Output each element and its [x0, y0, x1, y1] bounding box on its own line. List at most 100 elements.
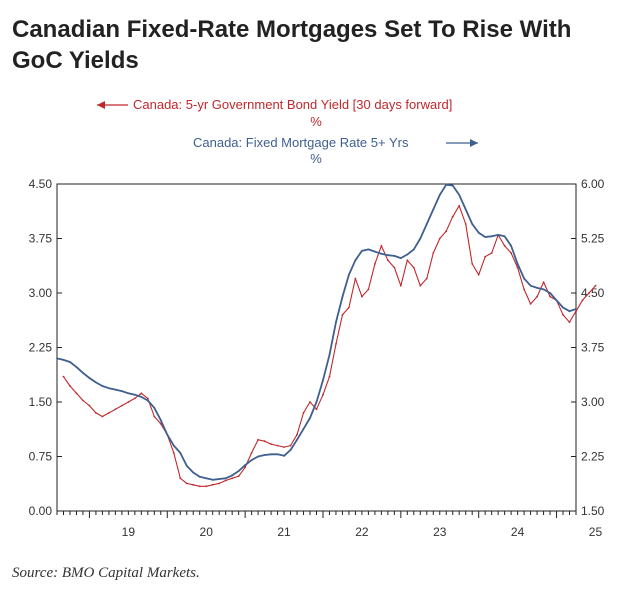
y-left-tick-label: 3.75 [29, 232, 53, 246]
data-point-mortgage-rate [276, 453, 279, 456]
data-point-mortgage-rate [231, 474, 234, 477]
data-point-mortgage-rate [464, 208, 467, 211]
legend-arrowhead-left [97, 101, 105, 109]
data-point-mortgage-rate [341, 295, 344, 298]
y-axis-right: 6.00 5.25 4.50 3.75 3.00 2.25 1.50 [571, 177, 605, 518]
data-point-mortgage-rate [361, 250, 363, 252]
data-point-mortgage-rate [211, 478, 214, 481]
data-point-mortgage-rate [412, 248, 415, 251]
data-point-bond-yield [425, 277, 428, 280]
data-point-mortgage-rate [425, 223, 428, 225]
data-point-mortgage-rate [477, 231, 480, 234]
data-point-mortgage-rate [69, 361, 71, 363]
data-point-bond-yield [211, 483, 214, 486]
data-point-bond-yield [464, 223, 467, 225]
data-point-bond-yield [445, 230, 448, 233]
data-point-mortgage-rate [140, 396, 143, 398]
x-tick-label: 22 [355, 525, 369, 539]
data-point-mortgage-rate [75, 366, 78, 368]
source-note: Source: BMO Capital Markets. [12, 565, 200, 581]
data-point-mortgage-rate [374, 250, 376, 253]
data-point-bond-yield [153, 415, 156, 418]
data-point-bond-yield [224, 479, 227, 482]
data-point-mortgage-rate [445, 183, 448, 186]
legend-unit-mortgage-rate: % [310, 151, 322, 166]
series-layer [56, 183, 597, 488]
data-point-mortgage-rate [153, 406, 156, 409]
data-point-bond-yield [88, 404, 91, 407]
data-point-mortgage-rate [315, 401, 318, 403]
data-point-mortgage-rate [166, 433, 169, 436]
data-point-bond-yield [594, 284, 597, 287]
data-point-mortgage-rate [146, 399, 149, 402]
data-point-bond-yield [490, 252, 493, 254]
data-point-bond-yield [399, 284, 402, 287]
y-right-tick-label: 2.25 [581, 450, 605, 464]
data-point-mortgage-rate [172, 444, 175, 447]
data-point-bond-yield [412, 266, 415, 269]
data-point-mortgage-rate [335, 321, 337, 323]
data-point-mortgage-rate [88, 377, 91, 379]
data-point-bond-yield [82, 399, 84, 402]
data-point-bond-yield [477, 273, 480, 276]
data-point-bond-yield [205, 485, 208, 488]
data-point-mortgage-rate [179, 452, 182, 454]
data-point-bond-yield [406, 259, 409, 262]
legend-label-bond-yield: Canada: 5-yr Government Bond Yield [30 d… [133, 97, 452, 112]
x-axis: 19 20 21 22 23 24 25 [56, 511, 602, 539]
data-point-mortgage-rate [393, 255, 396, 257]
data-point-mortgage-rate [302, 428, 305, 430]
data-point-mortgage-rate [490, 235, 493, 238]
data-point-mortgage-rate [484, 236, 487, 238]
y-left-tick-label: 0.00 [29, 504, 53, 518]
data-point-mortgage-rate [283, 454, 285, 457]
y-left-tick-label: 4.50 [29, 177, 53, 191]
data-point-mortgage-rate [309, 417, 311, 419]
data-point-bond-yield [179, 477, 182, 480]
data-point-bond-yield [387, 259, 389, 262]
data-point-bond-yield [510, 252, 512, 254]
legend: Canada: 5-yr Government Bond Yield [30 d… [97, 97, 478, 166]
data-point-bond-yield [529, 303, 532, 305]
y-right-tick-label: 3.75 [581, 341, 605, 355]
data-point-bond-yield [322, 393, 324, 396]
data-point-bond-yield [575, 310, 577, 313]
data-point-mortgage-rate [257, 455, 259, 458]
data-point-mortgage-rate [250, 459, 253, 461]
y-left-tick-label: 3.00 [29, 286, 53, 300]
data-point-bond-yield [503, 244, 506, 247]
data-point-bond-yield [192, 483, 195, 486]
data-point-mortgage-rate [133, 393, 136, 396]
y-axis-left: 4.50 3.75 3.00 2.25 1.50 0.75 0.00 [29, 177, 62, 518]
data-point-bond-yield [121, 404, 123, 407]
data-point-bond-yield [172, 452, 175, 454]
data-point-bond-yield [101, 415, 104, 418]
data-point-bond-yield [218, 482, 221, 485]
data-point-bond-yield [315, 408, 318, 411]
data-point-mortgage-rate [523, 277, 525, 280]
data-point-bond-yield [140, 392, 143, 395]
x-tick-label: 20 [200, 525, 214, 539]
y-left-tick-label: 2.25 [29, 341, 53, 355]
y-right-tick-label: 3.00 [581, 395, 605, 409]
data-point-bond-yield [146, 397, 149, 400]
x-tick-label: 23 [433, 525, 447, 539]
data-point-mortgage-rate [438, 194, 441, 196]
data-point-mortgage-rate [562, 306, 564, 309]
data-point-bond-yield [536, 295, 538, 298]
data-point-mortgage-rate [205, 477, 208, 480]
series-line-mortgage-rate [56, 183, 577, 481]
data-point-mortgage-rate [270, 453, 272, 456]
data-point-bond-yield [354, 277, 357, 280]
data-point-bond-yield [562, 313, 564, 316]
data-point-mortgage-rate [419, 237, 422, 240]
data-point-mortgage-rate [497, 234, 500, 236]
data-point-mortgage-rate [367, 248, 370, 251]
legend-item-bond-yield: Canada: 5-yr Government Bond Yield [30 d… [97, 97, 452, 129]
series-line-bond-yield [63, 205, 596, 487]
y-left-tick-label: 1.50 [29, 395, 53, 409]
y-right-tick-label: 4.50 [581, 286, 605, 300]
data-point-mortgage-rate [237, 470, 240, 472]
data-point-bond-yield [62, 375, 65, 378]
